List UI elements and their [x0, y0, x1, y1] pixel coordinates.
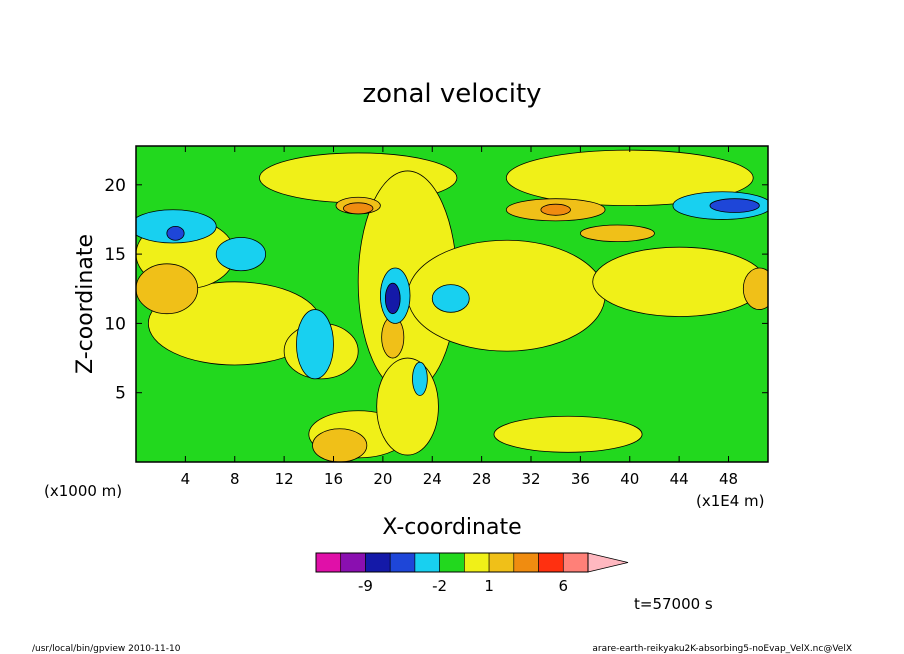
colorbar-swatch-2 [365, 552, 391, 573]
colorbar-overflow-triangle [587, 552, 629, 573]
colorbar-swatch-4 [414, 552, 440, 573]
x-tick-label-36: 36 [571, 470, 590, 488]
contour-region-cyan-24 [431, 284, 470, 313]
contour-region-orange-19 [540, 203, 571, 216]
plot-area [136, 146, 768, 462]
contour-region-yellow-9 [493, 415, 643, 453]
x-tick-label-8: 8 [230, 470, 240, 488]
contour-region-orange-18 [342, 202, 374, 215]
colorbar-swatch-10 [562, 552, 589, 573]
contour-regions [136, 149, 768, 462]
colorbar: -9 -2 1 6 [315, 552, 629, 595]
x-tick-label-16: 16 [324, 470, 343, 488]
x-tick-label-40: 40 [620, 470, 639, 488]
contour-region-blue-27 [166, 225, 185, 241]
contour-region-yellow-4 [592, 246, 766, 317]
contour-region-light-orange-14 [136, 263, 199, 315]
y-axis-label: Z-coordinate [73, 234, 98, 374]
x-axis-label: X-coordinate [382, 515, 521, 540]
y-tick-label-15: 15 [104, 245, 126, 265]
colorbar-swatch-7 [488, 552, 515, 573]
time-label: t=57000 s [634, 595, 713, 613]
colorbar-swatch-0 [315, 552, 342, 573]
chart-title: zonal velocity [362, 79, 541, 109]
colorbar-label-6: 6 [558, 577, 568, 595]
x-tick-label-4: 4 [181, 470, 191, 488]
y-tick-label-10: 10 [104, 314, 126, 334]
colorbar-label-1: 1 [484, 577, 494, 595]
colorbar-swatch-5 [439, 552, 465, 573]
colorbar-swatch-3 [389, 552, 416, 573]
colorbar-swatch-1 [340, 552, 366, 573]
contour-region-cyan-26 [412, 361, 428, 396]
contour-region-light-orange-15 [742, 267, 768, 310]
colorbar-label--2: -2 [432, 577, 447, 595]
x-tick-label-32: 32 [521, 470, 540, 488]
x-tick-label-20: 20 [373, 470, 392, 488]
x-tick-label-24: 24 [423, 470, 442, 488]
plot-frame [135, 145, 769, 463]
x-unit-right: (x1E4 m) [696, 492, 765, 510]
contour-region-blue-28 [709, 198, 760, 213]
x-tick-label-28: 28 [472, 470, 491, 488]
contour-region-cyan-21 [215, 237, 267, 272]
contour-region-yellow-10 [376, 357, 439, 456]
colorbar-label--9: -9 [358, 577, 373, 595]
x-tick-label-44: 44 [670, 470, 689, 488]
colorbar-swatch-9 [538, 552, 564, 573]
contour-region-navy-29 [384, 282, 401, 315]
x-tick-label-48: 48 [719, 470, 738, 488]
y-tick-label-5: 5 [115, 384, 126, 404]
footer-left: /usr/local/bin/gpview 2010-11-10 [32, 644, 181, 654]
x-tick-label-12: 12 [275, 470, 294, 488]
colorbar-swatch-6 [464, 552, 490, 573]
footer-right: arare-earth-reikyaku2K-absorbing5-noEvap… [592, 644, 852, 654]
colorbar-frame [315, 552, 589, 573]
contour-region-cyan-22 [296, 309, 334, 380]
x-unit-left: (x1000 m) [44, 482, 122, 500]
y-tick-label-20: 20 [104, 176, 126, 196]
contour-region-light-orange-13 [579, 224, 655, 243]
colorbar-swatch-8 [513, 552, 539, 573]
contour-region-light-orange-17 [312, 428, 368, 462]
